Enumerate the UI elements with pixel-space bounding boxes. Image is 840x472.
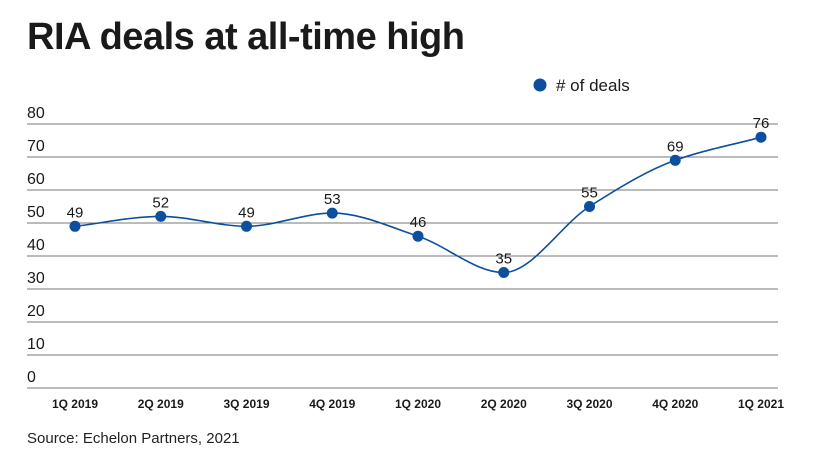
x-tick-label: 1Q 2021 <box>738 397 784 411</box>
x-tick-label: 1Q 2019 <box>52 397 98 411</box>
y-axis: 0 10 20 30 40 50 60 70 80 <box>27 105 45 386</box>
data-label: 55 <box>581 185 598 202</box>
data-point <box>584 201 595 212</box>
data-point <box>326 207 338 219</box>
x-tick-label: 2Q 2019 <box>138 397 184 411</box>
y-tick-label: 10 <box>27 336 45 353</box>
y-tick-label: 70 <box>27 138 45 155</box>
x-tick-label: 2Q 2020 <box>481 397 527 411</box>
legend-marker <box>533 78 547 92</box>
data-point <box>241 220 252 232</box>
gridlines <box>27 123 778 389</box>
x-tick-label: 3Q 2019 <box>223 397 269 411</box>
data-label: 52 <box>152 194 169 211</box>
data-label: 46 <box>410 214 427 231</box>
y-tick-label: 60 <box>27 171 45 188</box>
data-label: 76 <box>753 115 770 132</box>
data-label: 49 <box>238 204 255 221</box>
y-tick-label: 80 <box>27 105 45 122</box>
y-tick-label: 40 <box>27 237 45 254</box>
data-label: 49 <box>67 204 84 221</box>
x-tick-label: 4Q 2019 <box>309 397 355 411</box>
y-tick-label: 20 <box>27 303 45 320</box>
source-note: Source: Echelon Partners, 2021 <box>27 430 240 447</box>
data-point <box>498 267 510 278</box>
data-point <box>155 210 167 222</box>
legend: # of deals <box>533 76 630 95</box>
data-points <box>69 131 767 278</box>
data-label: 35 <box>495 251 512 268</box>
data-point <box>69 220 81 232</box>
x-tick-label: 3Q 2020 <box>566 397 612 411</box>
x-axis: 1Q 2019 2Q 2019 3Q 2019 4Q 2019 1Q 2020 2Q 20… <box>52 397 784 411</box>
x-tick-label: 1Q 2020 <box>395 397 441 411</box>
y-tick-label: 30 <box>27 270 45 287</box>
data-label: 69 <box>667 138 684 155</box>
data-point <box>755 131 767 143</box>
data-point <box>412 230 424 242</box>
data-point <box>669 154 681 166</box>
y-tick-label: 0 <box>27 369 36 386</box>
chart-title: RIA deals at all-time high <box>27 16 465 58</box>
x-tick-label: 4Q 2020 <box>652 397 698 411</box>
y-tick-label: 50 <box>27 204 45 221</box>
data-labels: 49 52 49 53 46 35 55 69 76 <box>67 115 770 267</box>
legend-label: # of deals <box>556 76 630 95</box>
data-label: 53 <box>324 191 341 208</box>
